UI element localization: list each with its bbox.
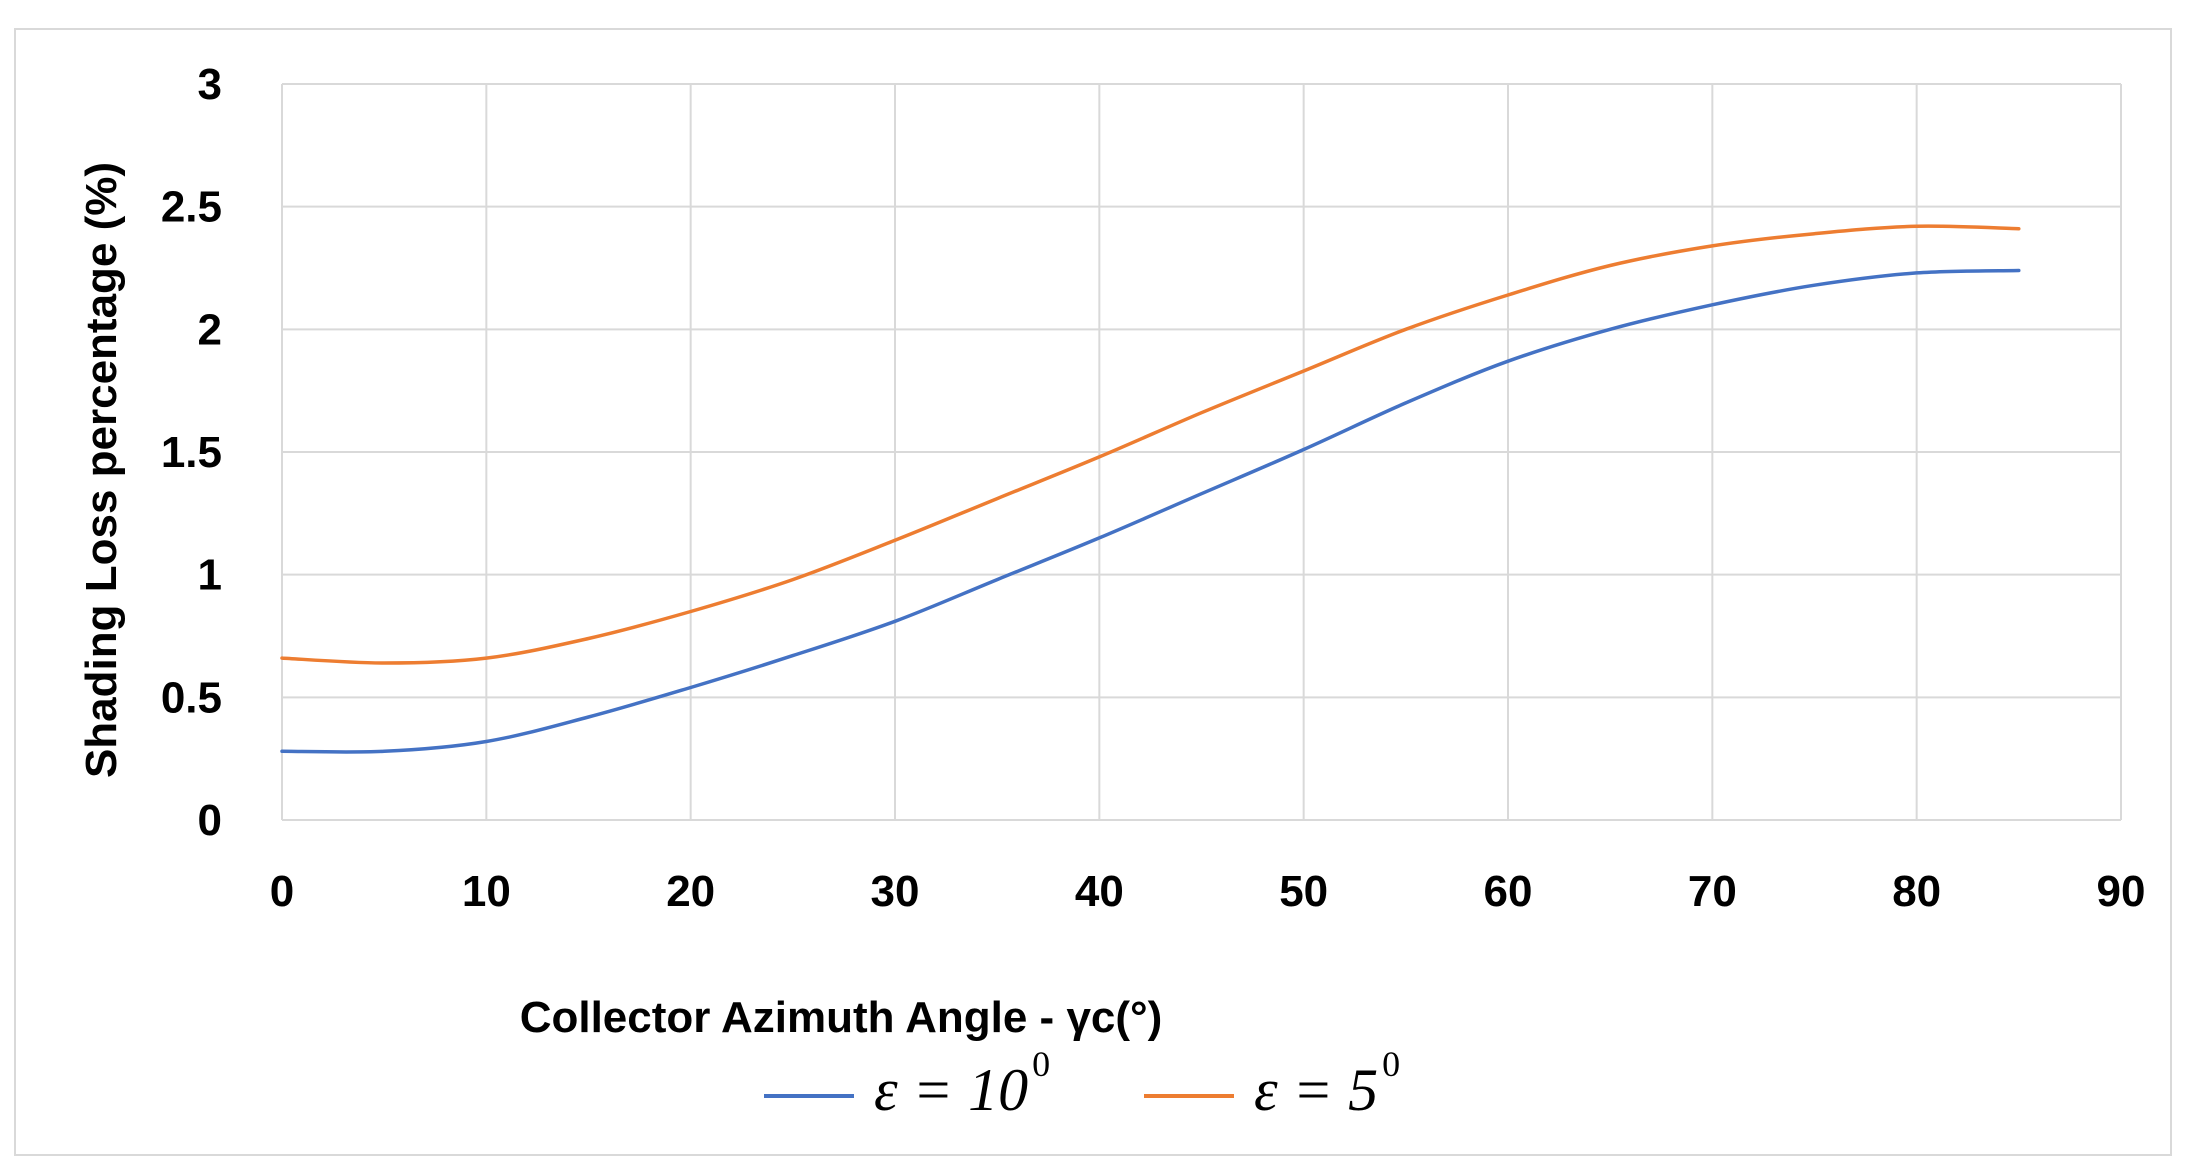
y-tick-label: 0 — [198, 796, 222, 845]
x-tick-label: 50 — [1279, 867, 1328, 916]
x-tick-label: 20 — [666, 867, 715, 916]
x-tick-label: 70 — [1688, 867, 1737, 916]
x-tick-label: 40 — [1075, 867, 1124, 916]
y-tick-label: 2 — [198, 305, 222, 354]
legend-superscript-0: 0 — [1032, 1044, 1050, 1084]
y-tick-label: 2.5 — [161, 183, 222, 232]
y-axis-ticks: 0 0.5 1 1.5 2 2.5 3 — [161, 60, 222, 845]
x-tick-label: 10 — [462, 867, 511, 916]
series-line-0 — [280, 268, 2021, 754]
legend-label-1: ε = 5 — [1254, 1057, 1378, 1123]
series-lines — [280, 224, 2021, 754]
y-tick-label: 1.5 — [161, 428, 222, 477]
line-chart: 0 10 20 30 40 50 60 70 80 90 0 0.5 1 1.5 2 2.5 3 Collec… — [77, 60, 2146, 1123]
x-tick-label: 90 — [2097, 867, 2146, 916]
x-axis-ticks: 0 10 20 30 40 50 60 70 80 90 — [270, 867, 2146, 916]
x-axis-title: Collector Azimuth Angle - γc(°) — [520, 993, 1163, 1042]
legend-label-0: ε = 10 — [874, 1057, 1028, 1123]
x-tick-label: 80 — [1892, 867, 1941, 916]
y-tick-label: 1 — [198, 551, 222, 600]
x-tick-label: 30 — [871, 867, 920, 916]
x-tick-label: 60 — [1484, 867, 1533, 916]
y-tick-label: 0.5 — [161, 673, 222, 722]
series-line-1 — [280, 224, 2021, 665]
legend-superscript-1: 0 — [1382, 1044, 1400, 1084]
x-tick-label: 0 — [270, 867, 294, 916]
chart-frame: 0 10 20 30 40 50 60 70 80 90 0 0.5 1 1.5 2 2.5 3 Collec… — [14, 28, 2172, 1156]
y-tick-label: 3 — [198, 60, 222, 109]
y-axis-title: Shading Loss percentage (%) — [77, 162, 126, 778]
gridlines — [281, 83, 2122, 821]
